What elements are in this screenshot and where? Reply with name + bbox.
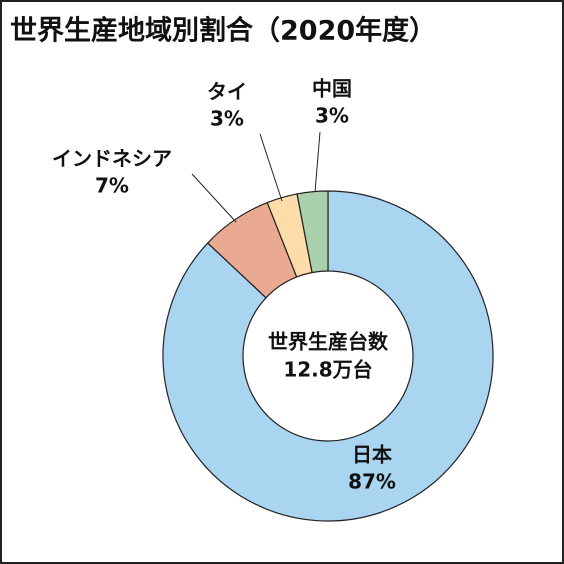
chart-title: 世界生産地域別割合（2020年度）: [10, 15, 436, 47]
value-label: 3%: [315, 104, 349, 128]
category-label: 日本: [352, 443, 392, 467]
leader-line: [259, 133, 283, 202]
donut-segment: [162, 190, 494, 522]
leader-line: [191, 173, 237, 223]
category-label: インドネシア: [52, 147, 172, 171]
value-label: 7%: [95, 174, 129, 198]
value-label: 3%: [210, 107, 244, 131]
category-label: 中国: [312, 77, 352, 101]
leader-line: [314, 131, 321, 193]
center-label: 12.8万台: [283, 358, 372, 382]
value-label: 87%: [348, 470, 396, 494]
center-label: 世界生産台数: [268, 330, 389, 354]
category-label: タイ: [207, 80, 247, 104]
donut-segment: [296, 190, 329, 274]
